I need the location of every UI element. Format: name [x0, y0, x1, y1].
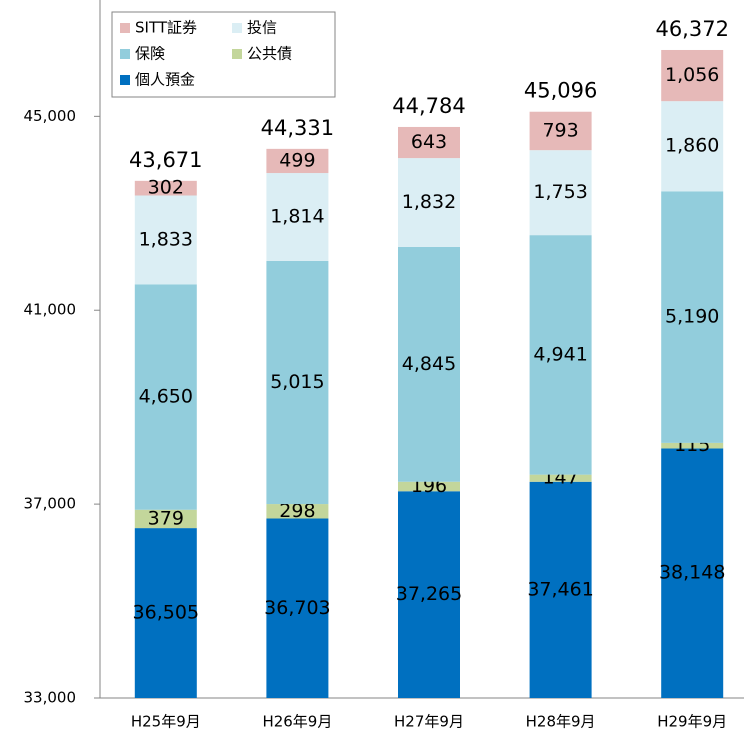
data-label: 499 — [279, 149, 315, 171]
bar-segment — [529, 111, 592, 151]
bar-segment — [529, 474, 592, 482]
total-label: 45,096 — [524, 79, 597, 103]
data-label: 36,703 — [264, 597, 330, 619]
data-label: 5,190 — [665, 306, 719, 328]
data-label: 302 — [148, 177, 184, 199]
y-tick-label: 37,000 — [24, 495, 77, 513]
legend-label: SITT証券 — [135, 19, 197, 37]
data-label: 1,814 — [270, 206, 324, 228]
bar-segment — [529, 481, 592, 698]
data-label: 37,461 — [527, 578, 593, 600]
bar-segment — [529, 150, 592, 236]
y-tick-label: 45,000 — [24, 107, 77, 125]
x-tick-label: H27年9月 — [394, 713, 464, 731]
data-label: 1,753 — [533, 181, 587, 203]
x-tick-label: H26年9月 — [262, 713, 332, 731]
legend-label: 個人預金 — [135, 71, 195, 89]
data-label: 4,941 — [533, 343, 587, 365]
bar-segment — [134, 195, 197, 285]
bar-segment — [266, 504, 329, 519]
data-label: 643 — [411, 131, 447, 153]
bar-segment — [529, 235, 592, 475]
bar-segment — [398, 158, 460, 247]
bar-segment — [134, 528, 197, 698]
bar-segment — [398, 481, 460, 492]
legend-label: 保険 — [135, 45, 165, 63]
bar-segment — [266, 173, 329, 261]
bar-segment — [266, 518, 329, 698]
bar-segment — [134, 509, 197, 529]
bar-segment — [266, 260, 329, 505]
bar-segment — [398, 246, 460, 482]
x-tick-label: H25年9月 — [131, 713, 201, 731]
data-label: 1,860 — [665, 135, 719, 157]
legend-label: 公共債 — [247, 45, 292, 63]
bar-segment — [661, 442, 724, 449]
data-label: 38,148 — [659, 562, 725, 584]
total-label: 44,784 — [392, 94, 465, 118]
x-tick-label: H28年9月 — [526, 713, 596, 731]
bar-segment — [134, 180, 197, 196]
data-label: 36,505 — [133, 602, 199, 624]
legend-swatch — [232, 23, 242, 33]
data-label: 4,845 — [402, 353, 456, 375]
legend-swatch — [120, 23, 130, 33]
bar-segment — [398, 491, 460, 698]
bar-segment — [661, 101, 724, 192]
total-label: 46,372 — [655, 17, 728, 41]
data-label: 37,265 — [396, 583, 462, 605]
total-label: 43,671 — [129, 148, 202, 172]
data-label: 4,650 — [139, 386, 193, 408]
y-tick-label: 33,000 — [24, 689, 77, 707]
total-label: 44,331 — [261, 116, 334, 140]
bar-segment — [398, 126, 460, 159]
data-label: 1,833 — [139, 228, 193, 250]
y-tick-label: 41,000 — [24, 301, 77, 319]
bar-segment — [661, 49, 724, 102]
data-label: 793 — [542, 119, 578, 141]
legend-swatch — [232, 49, 242, 59]
x-tick-label: H29年9月 — [657, 713, 727, 731]
data-label: 379 — [148, 507, 184, 529]
legend-swatch — [120, 75, 130, 85]
legend-label: 投信 — [247, 19, 277, 37]
data-label: 5,015 — [270, 371, 324, 393]
data-label: 1,056 — [665, 64, 719, 86]
bar-segment — [134, 284, 197, 510]
data-label: 298 — [279, 500, 315, 522]
bar-segment — [661, 191, 724, 443]
data-label: 1,832 — [402, 191, 456, 213]
legend-swatch — [120, 49, 130, 59]
bar-segment — [266, 148, 329, 174]
legend-box — [111, 11, 336, 98]
bar-segment — [661, 448, 724, 698]
